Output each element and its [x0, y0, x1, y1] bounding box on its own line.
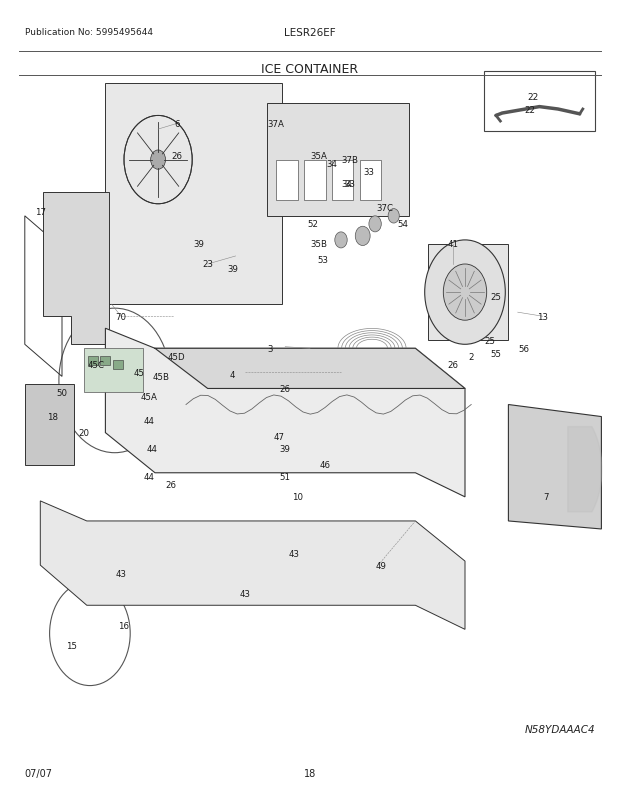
- Text: 56: 56: [518, 344, 529, 354]
- Text: 43: 43: [115, 569, 126, 578]
- Text: 13: 13: [537, 312, 548, 322]
- Text: 26: 26: [447, 360, 458, 370]
- Polygon shape: [105, 329, 465, 497]
- Circle shape: [335, 233, 347, 249]
- Text: 37B: 37B: [342, 156, 359, 165]
- Text: 54: 54: [397, 220, 409, 229]
- Text: 16: 16: [118, 621, 130, 630]
- Text: 22: 22: [528, 93, 539, 103]
- Bar: [484, 72, 595, 132]
- Text: 17: 17: [35, 208, 46, 217]
- Text: Publication No: 5995495644: Publication No: 5995495644: [25, 28, 153, 37]
- Circle shape: [425, 241, 505, 345]
- Text: 45D: 45D: [168, 352, 185, 362]
- Circle shape: [443, 265, 487, 321]
- Text: 70: 70: [115, 312, 126, 322]
- Text: 2: 2: [469, 352, 474, 362]
- Text: 26: 26: [165, 480, 176, 490]
- Text: 10: 10: [292, 492, 303, 502]
- Text: 4: 4: [230, 371, 235, 380]
- Text: 33: 33: [345, 180, 356, 189]
- Text: 39: 39: [193, 240, 204, 249]
- Text: 18: 18: [47, 412, 58, 422]
- Text: 45C: 45C: [87, 360, 105, 370]
- Text: 51: 51: [280, 472, 291, 482]
- Text: 20: 20: [78, 428, 89, 438]
- Text: 22: 22: [525, 106, 536, 115]
- Text: 7: 7: [543, 492, 548, 502]
- Text: 55: 55: [490, 350, 502, 359]
- Text: 50: 50: [56, 388, 68, 398]
- Bar: [332, 160, 353, 200]
- Circle shape: [151, 151, 166, 170]
- Text: 43: 43: [239, 589, 250, 598]
- Text: 23: 23: [202, 260, 213, 269]
- Polygon shape: [40, 501, 465, 630]
- Circle shape: [369, 217, 381, 233]
- Text: ReplacementParts.com: ReplacementParts.com: [237, 407, 383, 419]
- Text: 18: 18: [304, 768, 316, 778]
- Circle shape: [388, 209, 399, 224]
- Text: 37A: 37A: [267, 119, 285, 129]
- Bar: [276, 160, 298, 200]
- Text: 15: 15: [66, 641, 77, 650]
- Text: 35B: 35B: [311, 240, 328, 249]
- Text: 34: 34: [326, 160, 337, 169]
- Text: 26: 26: [280, 384, 291, 394]
- Bar: [88, 356, 98, 366]
- Text: 07/07: 07/07: [25, 768, 53, 778]
- Polygon shape: [155, 349, 465, 389]
- Text: 49: 49: [376, 561, 387, 570]
- Text: 46: 46: [320, 460, 331, 470]
- Text: ICE CONTAINER: ICE CONTAINER: [262, 63, 358, 75]
- Text: 3: 3: [267, 344, 272, 354]
- Bar: [360, 160, 381, 200]
- Text: 26: 26: [171, 152, 182, 161]
- Text: 25: 25: [490, 292, 502, 302]
- Text: 45B: 45B: [153, 372, 170, 382]
- Text: 39: 39: [280, 444, 291, 454]
- Polygon shape: [25, 385, 74, 465]
- Polygon shape: [84, 349, 143, 393]
- Text: 53: 53: [317, 256, 328, 265]
- Text: 39: 39: [227, 264, 238, 273]
- Text: 44: 44: [143, 472, 154, 482]
- Text: 41: 41: [447, 240, 458, 249]
- Polygon shape: [105, 84, 282, 305]
- Text: 25: 25: [484, 336, 495, 346]
- Text: 45: 45: [134, 368, 145, 378]
- Text: 37C: 37C: [376, 204, 393, 213]
- Bar: [118, 112, 205, 205]
- Polygon shape: [267, 104, 409, 217]
- Text: 52: 52: [308, 220, 319, 229]
- Text: N58YDAAAC4: N58YDAAAC4: [525, 724, 595, 734]
- Text: 45A: 45A: [140, 392, 157, 402]
- Text: 47: 47: [273, 432, 285, 442]
- Text: 35A: 35A: [311, 152, 328, 161]
- Text: 44: 44: [143, 416, 154, 426]
- Text: 43: 43: [289, 549, 300, 558]
- Polygon shape: [428, 245, 508, 341]
- Text: LESR26EF: LESR26EF: [284, 28, 336, 38]
- Bar: [304, 160, 326, 200]
- Bar: [113, 360, 123, 370]
- Text: 33: 33: [363, 168, 374, 177]
- Text: 44: 44: [146, 444, 157, 454]
- Polygon shape: [43, 192, 108, 345]
- Circle shape: [355, 227, 370, 246]
- Bar: [100, 356, 110, 366]
- Text: 34: 34: [342, 180, 353, 189]
- Polygon shape: [508, 405, 601, 529]
- Text: 6: 6: [174, 119, 179, 129]
